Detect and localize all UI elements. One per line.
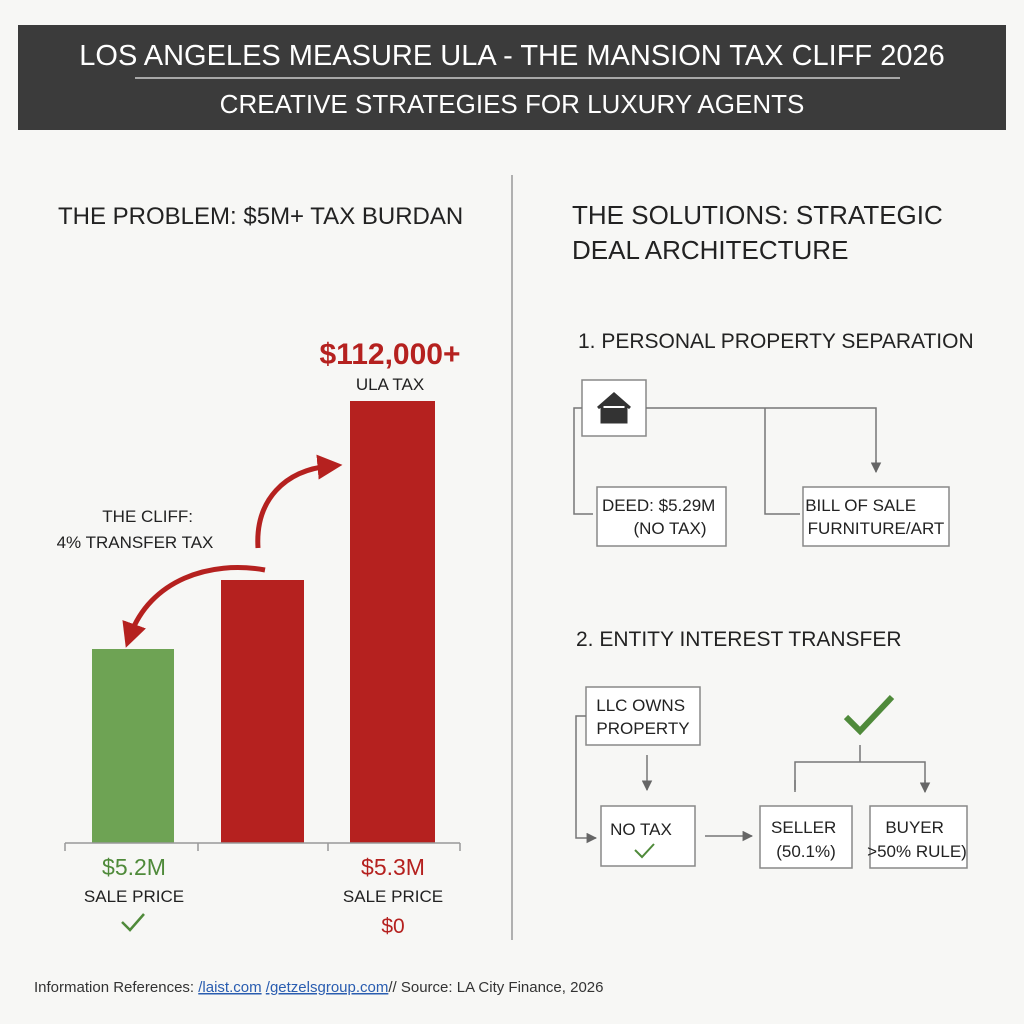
right-price: $5.3M [361, 854, 425, 880]
cliff-label: THE CLIFF: 4% TRANSFER TAX [57, 507, 214, 552]
line: SELLER [771, 818, 836, 837]
llc-text: LLC OWNS PROPERTY [596, 696, 690, 738]
tax-label: ULA TAX [356, 375, 424, 394]
problem-heading: THE PROBLEM: $5M+ TAX BURDAN [58, 203, 463, 230]
left-caption: SALE PRICE [84, 887, 184, 906]
bill-box [802, 486, 950, 547]
house-icon [597, 392, 631, 424]
left-price: $5.2M [102, 854, 166, 880]
no-tax-box [600, 805, 696, 867]
line: PROPERTY [596, 719, 689, 738]
cliff-arrow-up [255, 454, 343, 549]
line: BUYER [885, 818, 944, 837]
check-icon [121, 913, 145, 932]
line: LLC OWNS [596, 696, 685, 715]
header-subtitle: CREATIVE STRATEGIES FOR LUXURY AGENTS [220, 89, 805, 119]
header-title: LOS ANGELES MEASURE ULA - THE MANSION TA… [79, 40, 944, 72]
seller-box [759, 805, 853, 869]
tax-amount: $112,000+ [320, 338, 461, 371]
strategy-title: 1. PERSONAL PROPERTY SEPARATION [578, 330, 974, 353]
bar-middle [221, 580, 304, 843]
heading-line: DEAL ARCHITECTURE [572, 235, 848, 265]
footer: Information References: /laist.com /getz… [34, 979, 603, 996]
buyer-text: BUYER >50% RULE) [867, 818, 967, 861]
cliff-arrow-down [122, 565, 266, 648]
deed-text: DEED: $5.29M (NO TAX) [602, 496, 720, 538]
arrow [794, 780, 925, 792]
buyer-box [869, 805, 968, 869]
baseline [64, 842, 461, 851]
line: (NO TAX) [633, 519, 706, 538]
check-icon [843, 694, 895, 736]
connectors [794, 745, 926, 790]
connectors [573, 407, 877, 515]
llc-box [585, 686, 701, 746]
footer-link[interactable]: /laist.com [198, 979, 261, 996]
footer-link[interactable]: /getzelsgroup.com [266, 979, 389, 996]
line: >50% RULE) [867, 842, 967, 861]
deed-box [596, 486, 727, 547]
cliff-line: THE CLIFF: [102, 507, 193, 526]
arrow [575, 715, 598, 844]
seller-text: SELLER (50.1%) [771, 818, 841, 861]
line: (50.1%) [776, 842, 836, 861]
strategy-title: 2. ENTITY INTEREST TRANSFER [576, 628, 902, 651]
right-tax: $0 [381, 915, 404, 938]
no-tax-text: NO TAX [610, 820, 672, 839]
check-icon [634, 843, 655, 859]
footer-label: Information References: [34, 979, 194, 996]
cliff-line: 4% TRANSFER TAX [57, 533, 214, 552]
line: FURNITURE/ART [808, 519, 945, 538]
bar-left [92, 649, 174, 843]
line: BILL OF SALE [805, 496, 916, 515]
footer-source: // Source: LA City Finance, 2026 [388, 979, 603, 996]
right-caption: SALE PRICE [343, 887, 443, 906]
line: DEED: $5.29M [602, 496, 715, 515]
bill-text: BILL OF SALE FURNITURE/ART [805, 496, 944, 538]
bar-right [350, 401, 435, 843]
solutions-heading: THE SOLUTIONS: STRATEGIC DEAL ARCHITECTU… [572, 200, 950, 265]
heading-line: THE SOLUTIONS: STRATEGIC [572, 200, 943, 230]
